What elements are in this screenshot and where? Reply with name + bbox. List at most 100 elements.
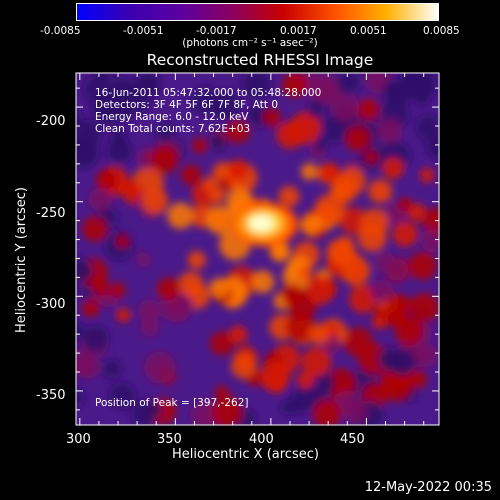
emission-blob xyxy=(231,353,257,379)
emission-blob xyxy=(82,299,100,317)
colorbar xyxy=(76,3,439,21)
emission-blob xyxy=(228,325,248,345)
axis-ticks xyxy=(76,73,439,425)
emission-blob xyxy=(82,325,110,352)
emission-blob xyxy=(305,275,336,305)
emission-blob xyxy=(378,347,403,372)
emission-blob xyxy=(226,119,250,144)
emission-blob xyxy=(88,187,113,211)
annotation-detectors: Detectors: 3F 4F 5F 6F 7F 8F, Att 0 xyxy=(95,99,279,111)
emission-blob xyxy=(208,132,227,151)
emission-blob xyxy=(410,293,439,322)
y-tick-label: -200 xyxy=(36,114,66,129)
emission-blob xyxy=(141,187,168,214)
emission-blob xyxy=(78,356,101,379)
emission-blob xyxy=(76,136,100,169)
emission-blob xyxy=(187,251,206,270)
emission-blob xyxy=(314,136,329,152)
emission-blob xyxy=(300,163,318,181)
emission-blob xyxy=(382,79,406,103)
emission-blob xyxy=(116,307,131,323)
peak-source xyxy=(249,215,274,232)
emission-blob xyxy=(408,251,437,280)
emission-blob xyxy=(92,279,110,296)
emission-blob xyxy=(392,221,418,247)
emission-blob xyxy=(137,73,161,96)
x-tick-label: 300 xyxy=(66,432,91,447)
emission-blob xyxy=(191,86,221,116)
emission-blob xyxy=(209,187,226,204)
emission-blob xyxy=(241,73,273,100)
emission-blob xyxy=(326,238,354,266)
emission-blob xyxy=(144,351,176,384)
emission-blob xyxy=(419,168,435,183)
emission-blob xyxy=(372,315,387,330)
colorbar-tick-label: 0.0051 xyxy=(350,25,387,37)
emission-blob xyxy=(143,400,162,419)
emission-blob xyxy=(340,207,368,235)
emission-blob xyxy=(76,258,93,282)
emission-blob xyxy=(156,277,181,301)
emission-blob xyxy=(330,175,358,204)
x-tick-label: 400 xyxy=(249,432,274,447)
emission-blob xyxy=(209,331,234,356)
emission-blob xyxy=(180,164,202,186)
emission-blob xyxy=(115,234,130,249)
emission-blob xyxy=(397,197,413,212)
emission-blob xyxy=(406,73,437,102)
emission-blob xyxy=(296,371,315,389)
emission-blob xyxy=(425,134,439,157)
annotation-method-counts: Clean Total counts: 7.62E+03 xyxy=(95,123,251,135)
plot-frame xyxy=(75,72,440,426)
emission-blob xyxy=(76,322,85,340)
colorbar-tick-label: 0.0085 xyxy=(423,25,460,37)
emission-blob xyxy=(276,121,304,149)
emission-blob xyxy=(357,222,387,252)
emission-blob xyxy=(102,359,122,379)
emission-blob xyxy=(279,400,295,416)
emission-blob xyxy=(394,316,424,346)
emission-blob xyxy=(330,93,360,123)
emission-blob xyxy=(109,282,126,298)
emission-blob xyxy=(278,185,300,207)
emission-blob xyxy=(300,214,322,236)
x-axis-label: Heliocentric X (arcsec) xyxy=(172,447,319,462)
emission-blob xyxy=(251,270,275,294)
emission-blob xyxy=(421,229,439,253)
emission-blob xyxy=(301,347,332,377)
emission-blob xyxy=(368,179,393,204)
emission-blob xyxy=(349,284,378,314)
emission-blob xyxy=(375,252,396,273)
colorbar-units-label: (photons cm⁻² s⁻¹ asec⁻²) xyxy=(182,37,318,49)
emission-blob xyxy=(205,205,235,235)
emission-blob xyxy=(169,293,194,319)
emission-blob xyxy=(370,279,394,303)
emission-blob xyxy=(382,157,405,180)
emission-blob xyxy=(336,73,361,95)
emission-blob xyxy=(320,163,341,183)
emission-blob xyxy=(307,73,340,105)
emission-blob xyxy=(307,100,325,118)
annotation-time-range: 16-Jun-2011 05:47:32.000 to 05:48:28.000 xyxy=(95,87,322,99)
emission-blob xyxy=(259,360,291,392)
heatmap-emission xyxy=(76,73,439,425)
y-tick-label: -300 xyxy=(36,297,66,312)
emission-blob xyxy=(191,137,208,154)
emission-blob xyxy=(422,207,439,236)
emission-blob xyxy=(408,369,427,389)
emission-blob xyxy=(262,108,281,127)
emission-blob xyxy=(138,299,161,322)
colorbar-tick-label: 0.0017 xyxy=(280,25,317,37)
colorbar-tick-label: -0.0051 xyxy=(123,25,164,37)
emission-blob xyxy=(209,277,230,299)
emission-blob xyxy=(154,121,175,142)
emission-blob xyxy=(340,256,371,286)
emission-blob xyxy=(312,399,342,425)
colorbar-tick-label: -0.0085 xyxy=(40,25,81,37)
x-tick-label: 350 xyxy=(157,432,182,447)
emission-blob xyxy=(344,125,371,152)
emission-blob xyxy=(308,323,330,345)
emission-blob xyxy=(282,73,308,98)
emission-blob xyxy=(281,284,304,306)
